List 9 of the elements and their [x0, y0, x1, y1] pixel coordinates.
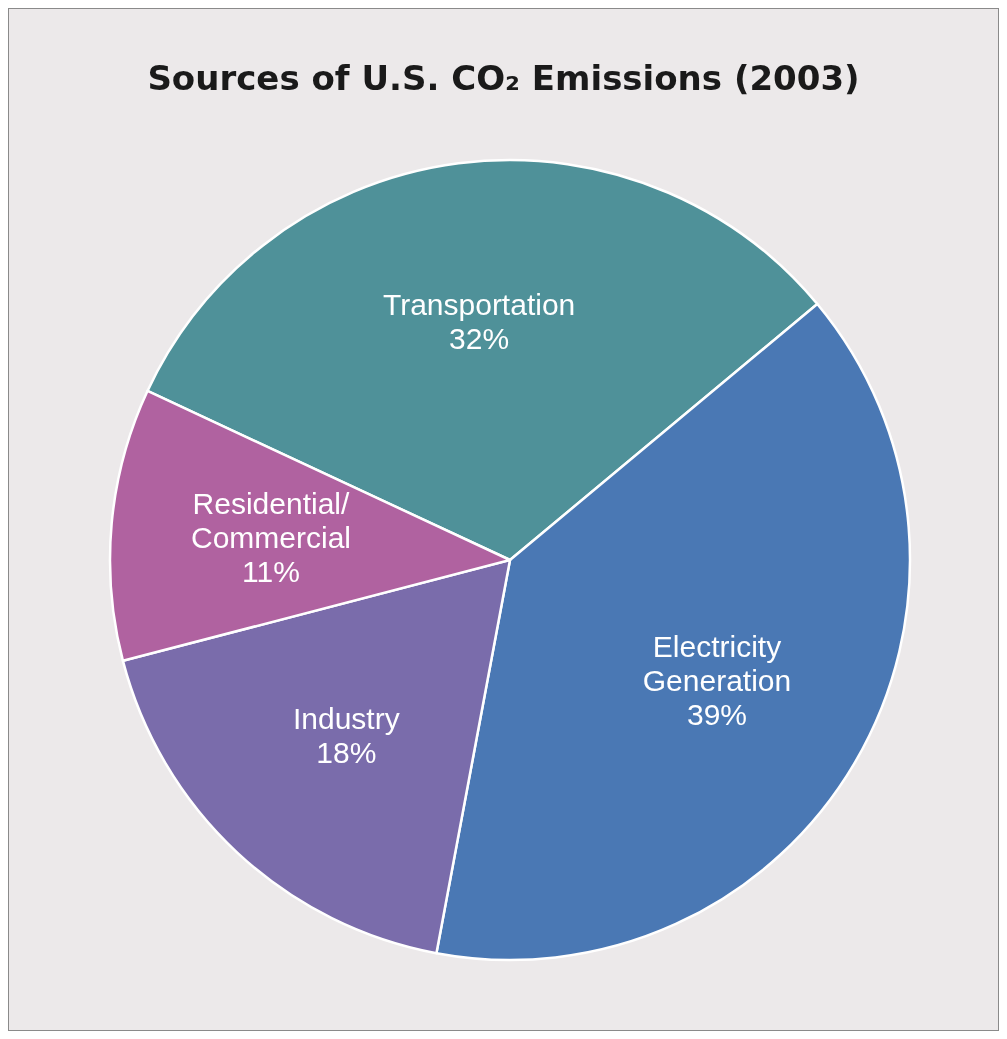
- slice-label: Residential/Commercial: [190, 487, 351, 555]
- slice-label: Electricity Generation: [642, 630, 792, 698]
- data-label: 18%: [316, 735, 377, 769]
- data-label: 39%: [686, 698, 748, 732]
- chart-title: Sources of U.S. CO₂ Emissions (2003): [147, 58, 860, 98]
- data-label: 32%: [449, 322, 510, 355]
- slice-label: Industry: [292, 701, 400, 735]
- slice-label: Transportation: [382, 288, 576, 321]
- data-label: 11%: [242, 555, 300, 589]
